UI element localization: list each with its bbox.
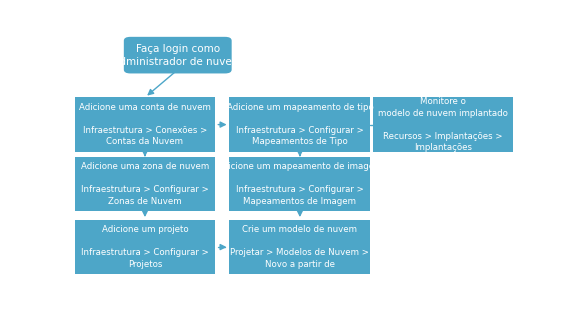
FancyBboxPatch shape [74,220,215,274]
FancyBboxPatch shape [229,97,370,152]
Text: Crie um modelo de nuvem

Projetar > Modelos de Nuvem >
Novo a partir de: Crie um modelo de nuvem Projetar > Model… [231,225,369,269]
FancyBboxPatch shape [74,157,215,211]
Text: Adicione um projeto

Infraestrutura > Configurar >
Projetos: Adicione um projeto Infraestrutura > Con… [81,225,209,269]
Text: Faça login como
administrador de nuvem: Faça login como administrador de nuvem [113,44,242,67]
Text: Adicione uma zona de nuvem

Infraestrutura > Configurar >
Zonas de Nuvem: Adicione uma zona de nuvem Infraestrutur… [81,162,209,206]
FancyBboxPatch shape [124,37,232,73]
FancyBboxPatch shape [229,220,370,274]
Text: Adicione um mapeamento de tipo

Infraestrutura > Configurar >
Mapeamentos de Tip: Adicione um mapeamento de tipo Infraestr… [227,103,373,146]
FancyBboxPatch shape [229,157,370,211]
FancyBboxPatch shape [74,97,215,152]
Text: Monitore o
modelo de nuvem implantado

Recursos > Implantações >
Implantações: Monitore o modelo de nuvem implantado Re… [378,97,508,152]
Text: Adicione um mapeamento de imagem

Infraestrutura > Configurar >
Mapeamentos de I: Adicione um mapeamento de imagem Infraes… [217,162,383,206]
FancyBboxPatch shape [373,97,513,152]
Text: Adicione uma conta de nuvem

Infraestrutura > Conexões >
Contas da Nuvem: Adicione uma conta de nuvem Infraestrutu… [79,103,211,146]
